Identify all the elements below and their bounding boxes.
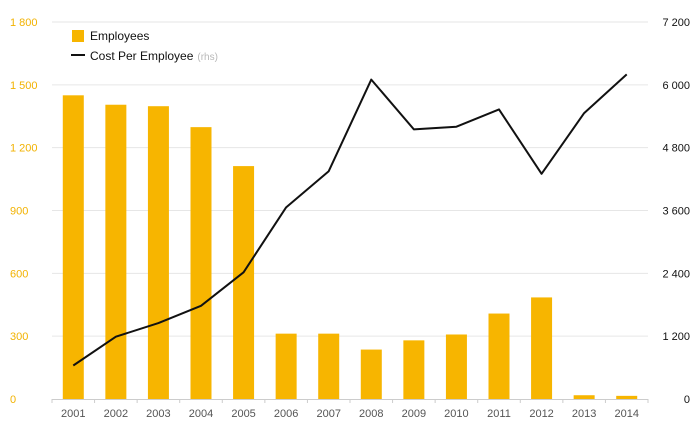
bar — [403, 340, 425, 399]
x-tick-label: 2003 — [146, 408, 170, 420]
x-tick-label: 2002 — [104, 408, 128, 420]
x-tick-label: 2014 — [614, 408, 638, 420]
bar — [360, 349, 382, 399]
legend-rhs-hint: (rhs) — [197, 52, 218, 63]
axes: 0 300 600 900 1 200 1 500 1 800 0 1 200 2 400 3 60… — [10, 17, 690, 420]
y-left-tick-label: 1 800 — [10, 17, 38, 29]
bar — [318, 333, 340, 399]
legend-line-label: Cost Per Employee — [90, 49, 194, 63]
legend-label-employees: Employees — [90, 29, 149, 43]
y-right-tick-label: 3 600 — [662, 206, 690, 218]
y-right-tick-label: 0 — [684, 394, 690, 406]
y-right-tick-label: 2 400 — [662, 268, 690, 280]
y-left-tick-label: 0 — [10, 394, 16, 406]
y-right-tick-label: 6 000 — [662, 80, 690, 92]
bar — [147, 106, 169, 400]
x-tick-label: 2001 — [61, 408, 85, 420]
bar — [445, 334, 467, 399]
grid-lines — [52, 21, 648, 337]
y-left-tick-label: 900 — [10, 206, 28, 218]
y-right-tick-label: 4 800 — [662, 143, 690, 155]
bar — [275, 333, 297, 399]
bar — [105, 104, 127, 399]
legend-label-cost-per-employee: Cost Per Employee (rhs) — [90, 49, 218, 63]
bar — [616, 395, 638, 399]
line-series-cost-per-employee — [72, 73, 628, 367]
x-tick-label: 2009 — [402, 408, 426, 420]
x-tick-label: 2007 — [316, 408, 340, 420]
x-tick-label: 2012 — [529, 408, 553, 420]
legend-swatch-employees — [72, 30, 84, 42]
x-tick-label: 2010 — [444, 408, 468, 420]
y-left-tick-label: 1 200 — [10, 143, 38, 155]
x-tick-label: 2004 — [189, 408, 213, 420]
y-right-tick-label: 1 200 — [662, 331, 690, 343]
x-tick-label: 2011 — [487, 408, 511, 420]
legend: Employees Cost Per Employee (rhs) — [71, 29, 218, 63]
bar — [573, 395, 595, 399]
bar — [233, 166, 255, 399]
x-tick-label: 2005 — [231, 408, 255, 420]
bar-series-employees — [62, 95, 638, 400]
bar — [488, 313, 510, 399]
y-right-tick-label: 7 200 — [662, 17, 690, 29]
y-left-tick-label: 1 500 — [10, 80, 38, 92]
bar — [62, 95, 84, 400]
x-tick-label: 2008 — [359, 408, 383, 420]
y-left-tick-label: 300 — [10, 331, 28, 343]
x-tick-label: 2006 — [274, 408, 298, 420]
series-line-cost-per-employee — [72, 73, 628, 367]
y-left-tick-label: 600 — [10, 268, 28, 280]
bar — [531, 297, 553, 399]
x-tick-label: 2013 — [572, 408, 596, 420]
bar — [190, 127, 212, 399]
